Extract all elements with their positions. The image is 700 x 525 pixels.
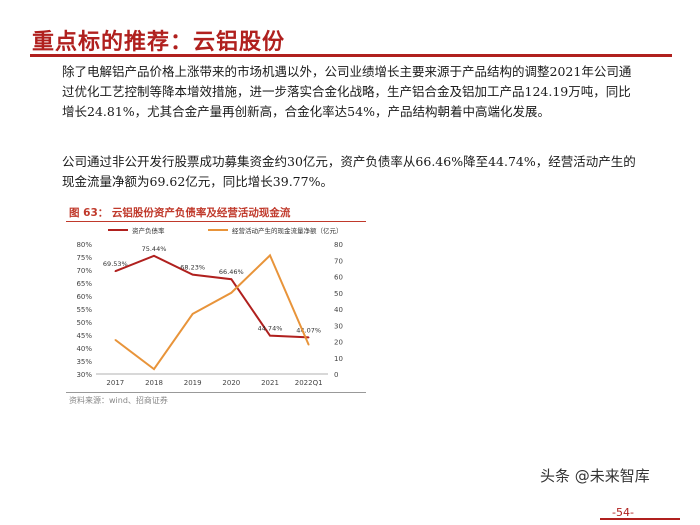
right-axis-tick-label: 80: [334, 241, 343, 249]
series-point: [307, 336, 310, 339]
data-label: 44.07%: [296, 326, 321, 334]
page-title: 重点标的推荐：云铝股份: [32, 29, 286, 55]
page-number-rule: [600, 518, 680, 520]
source-divider: [66, 392, 366, 393]
paragraph-2: 公司通过非公开发行股票成功募集资金约30亿元，资产负债率从66.46%降至44.…: [62, 152, 637, 192]
left-axis-tick-label: 35%: [76, 358, 92, 366]
series-point: [307, 343, 310, 346]
x-axis-tick-label: 2019: [184, 379, 202, 387]
chart-title: 图 63： 云铝股份资产负债率及经营活动现金流: [69, 207, 291, 219]
watermark: 头条 @未来智库: [540, 465, 650, 486]
x-axis-tick-label: 2017: [106, 379, 124, 387]
legend-label: 资产负债率: [132, 226, 165, 235]
debt-cashflow-chart: 30% 35% 40% 45% 50% 55% 60% 65% 70% 75% 80% 0 10 20 30…: [76, 226, 343, 387]
data-label: 66.46%: [219, 268, 244, 276]
watermark-text: 头条 @未来智库: [540, 467, 650, 485]
series-line-cashflow: [114, 253, 310, 371]
right-axis-tick-label: 20: [334, 339, 343, 347]
left-axis-tick-label: 50%: [76, 319, 92, 327]
right-axis-tick-label: 50: [334, 290, 343, 298]
legend-label: 经营活动产生的现金流量净额（亿元）: [232, 226, 343, 235]
right-axis-tick-label: 60: [334, 274, 343, 282]
paragraph-2-text: 公司通过非公开发行股票成功募集资金约30亿元，资产负债率从66.46%降至44.…: [62, 154, 636, 189]
right-axis-tick-label: 70: [334, 257, 343, 265]
x-axis-tick-label: 2021: [261, 379, 279, 387]
series-line-debt-ratio: [114, 254, 309, 339]
left-axis-tick-label: 40%: [76, 345, 92, 353]
series-point: [269, 334, 271, 337]
left-axis-tick-label: 80%: [76, 241, 92, 249]
data-label: 44.74%: [258, 325, 283, 333]
series-point: [230, 291, 233, 294]
page-number: -54-: [612, 506, 634, 519]
left-axis-tick-label: 70%: [76, 267, 92, 275]
left-axis-tick-label: 75%: [76, 254, 92, 262]
data-label: 75.44%: [142, 245, 167, 253]
left-axis-tick-label: 30%: [76, 371, 92, 379]
right-axis-tick-label: 0: [334, 371, 338, 379]
left-axis-tick-label: 45%: [76, 332, 92, 340]
x-axis-tick-label: 2020: [222, 379, 240, 387]
title-divider: [30, 54, 672, 57]
right-axis-tick-label: 30: [334, 322, 343, 330]
left-axis-tick-label: 60%: [76, 293, 92, 301]
data-label: 68.23%: [180, 264, 205, 272]
data-label: 69.53%: [103, 260, 128, 268]
right-axis-tick-label: 40: [334, 306, 343, 314]
series-point: [114, 339, 117, 341]
series-point: [153, 255, 155, 257]
paragraph-1: 除了电解铝产品价格上涨带来的市场机遇以外，公司业绩增长主要来源于产品结构的调整2…: [62, 62, 637, 122]
left-axis-tick-label: 65%: [76, 280, 92, 288]
x-axis-tick-label: 2022Q1: [295, 379, 323, 387]
series-point: [191, 313, 194, 315]
series-point: [230, 278, 233, 281]
chart-title-divider: [66, 221, 366, 222]
series-point: [269, 254, 271, 257]
left-axis-tick-label: 55%: [76, 306, 92, 314]
series-point: [114, 270, 117, 273]
paragraph-1-text: 除了电解铝产品价格上涨带来的市场机遇以外，公司业绩增长主要来源于产品结构的调整2…: [62, 64, 632, 119]
right-axis-tick-label: 10: [334, 355, 343, 363]
source-note: 资料来源：wind、招商证券: [69, 396, 168, 405]
x-axis-tick-label: 2018: [145, 379, 163, 387]
series-point: [153, 368, 155, 370]
series-point: [191, 273, 194, 276]
